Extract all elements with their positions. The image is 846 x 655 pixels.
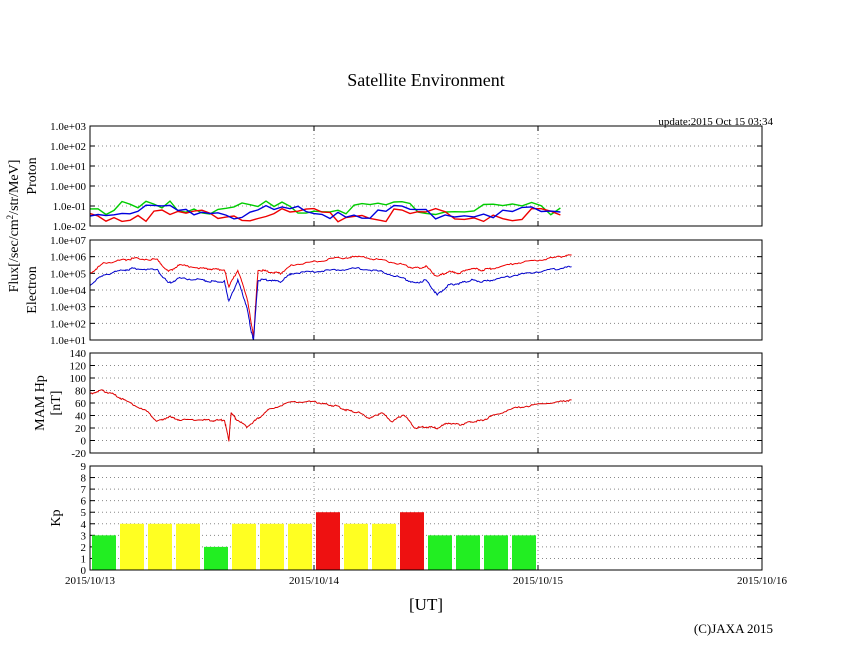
series-red [89,207,561,223]
y-tick-label: 1.0e-02 [53,221,86,233]
kp-bar [260,523,284,570]
y-tick-label: 9 [81,461,87,473]
y-tick-label: 0 [81,565,87,577]
y-tick-label: 2 [81,542,87,554]
y-tick-label: 1.0e+02 [50,141,86,153]
panel-frame [89,465,763,571]
y-tick-label: 120 [70,361,87,373]
x-tick-label: 2015/10/16 [737,575,788,587]
y-tick-label: 1.0e+03 [50,302,86,314]
series-hp [89,389,572,442]
panel-label-mam_hp: MAM Hp [33,375,48,431]
y-tick-label: 1.0e+01 [50,161,86,173]
kp-bar [372,523,396,570]
y-tick-label: 1.0e-01 [53,201,86,213]
y-tick-label: 1.0e+05 [50,268,86,280]
panel-label-electron: Electron [25,266,40,313]
y-tick-label: 1.0e+00 [50,181,86,193]
y-tick-label: 20 [75,423,87,435]
kp-bar [92,535,116,570]
y-tick-label: 8 [81,473,87,485]
x-tick-label: 2015/10/15 [513,575,564,587]
update-timestamp: update:2015 Oct 15 03:34 [658,116,773,128]
series-red [89,254,572,338]
y-tick-label: 1.0e+03 [50,121,86,133]
kp-bar [400,512,424,570]
y-tick-label: 3 [81,530,87,542]
kp-bar [288,523,312,570]
y-tick-label: 0 [81,436,87,448]
panel-frame [89,352,763,454]
y-tick-label: 6 [81,496,87,508]
kp-bar [456,535,480,570]
copyright: (C)JAXA 2015 [694,621,773,636]
x-tick-label: 2015/10/14 [289,575,340,587]
kp-bar [176,523,200,570]
flux-axis-label: Flux[/sec/cm2/str/MeV] [5,160,22,293]
kp-bar [204,546,228,570]
kp-bar [316,512,340,570]
kp-bar [232,523,256,570]
y-tick-label: -20 [71,448,86,460]
kp-bar [428,535,452,570]
panel-frame [89,239,763,341]
y-tick-label: 1.0e+04 [50,285,86,297]
y-tick-label: 60 [75,398,87,410]
chart-title: Satellite Environment [347,70,504,90]
y-tick-label: 40 [75,411,87,423]
kp-bar [148,523,172,570]
series-blue [89,204,561,220]
x-tick-label: 2015/10/13 [65,575,116,587]
y-tick-label: 80 [75,386,87,398]
panel-frame [89,125,763,227]
kp-bar [484,535,508,570]
y-tick-label: 1.0e+02 [50,318,86,330]
y-tick-label: 1.0e+06 [50,252,86,264]
y-tick-label: 5 [81,507,87,519]
kp-bar [512,535,536,570]
kp-bar [120,523,144,570]
kp-bar [344,523,368,570]
panel-label-kp: Kp [49,509,64,526]
y-tick-label: 1.0e+01 [50,335,86,347]
series-blue [89,265,572,341]
x-axis-label: [UT] [409,595,443,614]
panel-electron: 1.0e+01 1.0e+02 1.0e+03 1.0e+04 1.0e+05 1.0e+… [25,235,763,347]
y-tick-label: 100 [70,373,87,385]
y-tick-label: 140 [70,348,87,360]
y-tick-label: 1.0e+07 [50,235,86,247]
panel-proton: 1.0e-02 1.0e-01 1.0e+00 1.0e+01 1.0e+02 1.0e+… [25,121,763,233]
y-tick-label: 7 [81,484,87,496]
y-tick-label: 1 [81,553,87,565]
panel-label-proton: Proton [25,157,40,194]
y-tick-label: 4 [81,519,87,531]
panel-label-mam_hp: [nT] [49,391,64,416]
